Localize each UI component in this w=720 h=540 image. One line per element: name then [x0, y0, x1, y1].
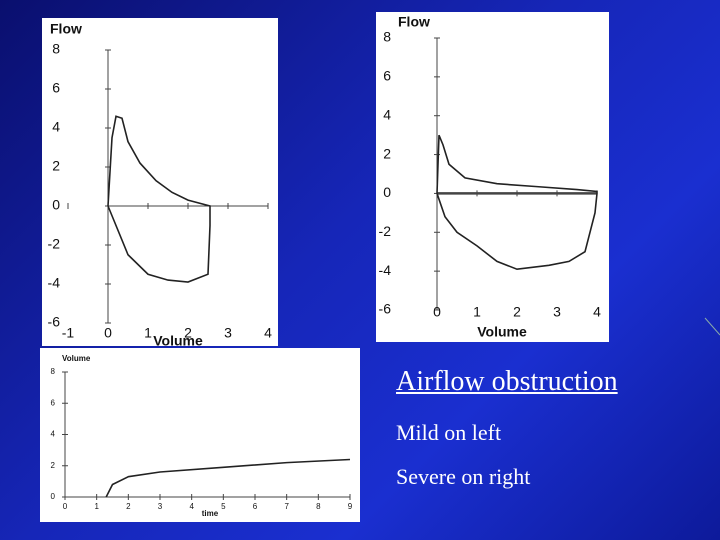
text-line: Mild on left — [396, 420, 502, 445]
x-tick-label: 1 — [473, 304, 481, 320]
y-axis-label: Flow — [50, 21, 82, 37]
y-tick-label: 6 — [51, 398, 56, 407]
y-tick-label: 4 — [52, 119, 60, 135]
y-tick-label: 2 — [383, 145, 391, 161]
y-tick-label: 0 — [383, 184, 391, 200]
y-tick-label: 4 — [51, 430, 56, 439]
x-tick-label: 1 — [94, 502, 99, 511]
data-line — [107, 115, 211, 283]
y-tick-label: -2 — [379, 223, 392, 239]
y-tick-label: 2 — [52, 158, 60, 174]
x-tick-label: 7 — [284, 502, 289, 511]
x-axis-label: time — [202, 509, 219, 518]
x-tick-label: 0 — [63, 502, 68, 511]
y-axis-label: Flow — [398, 14, 430, 30]
chart-panel — [40, 348, 360, 522]
x-tick-label: 3 — [224, 325, 232, 341]
y-tick-label: -4 — [48, 275, 61, 291]
y-tick-label: -2 — [48, 236, 61, 252]
x-tick-label: 4 — [264, 325, 272, 341]
x-tick-label: 9 — [348, 502, 353, 511]
decor-line — [704, 317, 720, 336]
y-tick-label: 8 — [52, 41, 60, 57]
x-tick-label: 2 — [513, 304, 521, 320]
data-line — [436, 134, 598, 271]
x-tick-label: -1 — [62, 325, 75, 341]
data-line — [105, 458, 351, 498]
y-tick-label: 8 — [51, 367, 56, 376]
x-tick-label: 3 — [158, 502, 163, 511]
x-tick-label: 2 — [126, 502, 131, 511]
x-tick-label: 8 — [316, 502, 321, 511]
x-tick-label: 1 — [144, 325, 152, 341]
x-tick-label: 3 — [553, 304, 561, 320]
x-axis-label: Volume — [477, 324, 527, 340]
y-tick-label: 2 — [51, 461, 56, 470]
y-tick-label: 6 — [52, 80, 60, 96]
y-tick-label: -4 — [379, 262, 392, 278]
y-tick-label: 0 — [52, 197, 60, 213]
x-tick-label: 4 — [593, 304, 601, 320]
y-tick-label: -6 — [379, 301, 392, 317]
x-tick-label: 6 — [253, 502, 258, 511]
chart-panel — [376, 12, 609, 342]
x-tick-label: 0 — [433, 304, 441, 320]
y-tick-label: 0 — [51, 492, 56, 501]
heading: Airflow obstruction — [396, 366, 618, 397]
text-line: Severe on right — [396, 464, 531, 489]
chart-panel — [42, 18, 278, 346]
x-axis-label: Volume — [153, 333, 203, 349]
y-tick-label: 4 — [383, 106, 391, 122]
x-tick-label: 5 — [221, 502, 226, 511]
x-tick-label: 0 — [104, 325, 112, 341]
y-axis-label: Volume — [62, 354, 91, 363]
x-tick-label: 4 — [189, 502, 194, 511]
y-tick-label: -6 — [48, 314, 61, 330]
y-tick-label: 8 — [383, 29, 391, 45]
x-tick-label: 2 — [184, 325, 192, 341]
y-tick-label: 6 — [383, 68, 391, 84]
